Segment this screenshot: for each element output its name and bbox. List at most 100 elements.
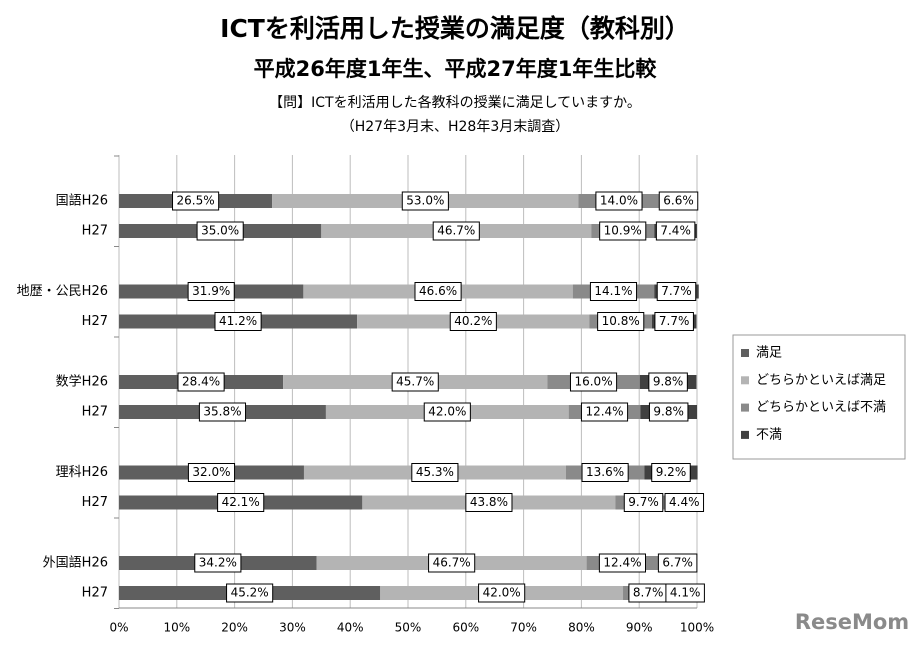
data-label-box: [226, 583, 274, 603]
x-tick-label: 40%: [337, 621, 364, 635]
data-label-box: [580, 402, 629, 422]
data-label-box: [654, 312, 694, 331]
x-tick-label: 20%: [221, 621, 248, 635]
data-label: 6.7%: [662, 556, 693, 570]
data-label-box: [465, 493, 513, 512]
data-label-box: [623, 493, 664, 512]
data-label: 45.7%: [396, 375, 434, 389]
y-tick-label: 国語H26: [56, 193, 108, 209]
data-label: 42.0%: [428, 405, 466, 419]
x-tick-label: 70%: [510, 621, 537, 635]
data-label: 45.3%: [416, 465, 454, 479]
data-label: 14.0%: [600, 194, 638, 208]
y-tick-label: 外国語H26: [43, 555, 108, 571]
question: 【問】ICTを利活用した各教科の授業に満足していますか。: [269, 95, 641, 111]
x-tick-label: 0%: [109, 621, 128, 635]
data-label: 4.1%: [670, 586, 701, 600]
data-label: 40.2%: [454, 314, 492, 328]
y-tick-label: H27: [82, 314, 108, 329]
watermark: ReseMom: [795, 610, 909, 634]
data-label: 9.7%: [628, 495, 659, 509]
legend-swatch: [741, 376, 749, 385]
data-label: 16.0%: [574, 375, 612, 389]
data-label-box: [414, 282, 462, 301]
data-label: 53.0%: [406, 194, 444, 208]
data-label-box: [478, 583, 526, 603]
legend-swatch: [741, 349, 749, 357]
data-label-box: [214, 312, 262, 331]
data-label: 7.7%: [659, 314, 690, 328]
legend-label: 満足: [756, 346, 782, 361]
data-label: 35.8%: [203, 405, 241, 419]
legend-swatch: [741, 430, 749, 439]
data-label: 26.5%: [177, 194, 215, 208]
data-label: 9.8%: [653, 375, 684, 389]
x-tick-label: 30%: [279, 621, 306, 635]
data-label: 42.0%: [483, 586, 521, 600]
data-label: 14.1%: [594, 284, 632, 298]
x-tick-label: 60%: [452, 621, 479, 635]
y-tick-label: H27: [82, 224, 108, 239]
y-tick-label: 地歴・公民H26: [17, 284, 108, 299]
data-label: 13.6%: [586, 465, 624, 479]
data-label: 31.9%: [192, 284, 230, 298]
y-tick-label: H27: [82, 495, 108, 510]
data-label: 8.7%: [633, 586, 664, 600]
data-label-box: [194, 553, 242, 573]
data-label-box: [597, 312, 645, 331]
data-label-box: [432, 221, 480, 241]
data-label: 34.2%: [199, 556, 237, 570]
data-label: 10.8%: [602, 314, 640, 328]
note: （H27年3月末、H28年3月末調査）: [341, 119, 570, 135]
data-label-box: [187, 282, 235, 301]
data-label: 42.1%: [222, 495, 260, 509]
data-label-box: [658, 191, 699, 211]
data-label: 12.4%: [585, 405, 623, 419]
x-tick-label: 10%: [163, 621, 190, 635]
data-label: 4.4%: [669, 495, 700, 509]
data-label: 46.7%: [433, 556, 471, 570]
data-label-box: [423, 402, 471, 422]
data-label-box: [411, 463, 459, 482]
legend-label: どちらかといえば不満: [756, 400, 886, 415]
data-label-box: [595, 191, 643, 211]
data-label: 46.6%: [419, 284, 457, 298]
legend-swatch: [741, 403, 749, 412]
data-label: 45.2%: [231, 586, 269, 600]
data-label: 35.0%: [201, 224, 239, 238]
chart-title: ICTを利活用した授業の満足度（教科別）: [220, 14, 690, 43]
data-label: 28.4%: [182, 375, 220, 389]
data-label: 7.4%: [660, 224, 691, 238]
legend-label: どちらかといえば満足: [756, 373, 886, 388]
data-label-box: [657, 553, 698, 573]
chart-subtitle: 平成26年度1年生、平成27年度1年生比較: [254, 57, 658, 81]
data-label-box: [391, 372, 439, 392]
data-label-box: [599, 221, 647, 241]
data-label-box: [177, 372, 225, 392]
data-label: 9.2%: [656, 465, 687, 479]
data-label: 9.8%: [653, 405, 684, 419]
data-label: 43.8%: [470, 495, 508, 509]
data-label-box: [651, 463, 691, 482]
legend-label: 不満: [756, 427, 782, 442]
data-label-box: [581, 463, 629, 482]
data-label: 6.6%: [663, 194, 694, 208]
data-label-box: [198, 402, 247, 422]
data-label-box: [656, 282, 697, 301]
y-tick-label: 理科H26: [56, 465, 108, 480]
data-label: 10.9%: [604, 224, 642, 238]
data-label-box: [187, 463, 236, 482]
data-label-box: [664, 493, 705, 512]
x-tick-label: 90%: [626, 621, 653, 635]
data-label-box: [172, 191, 220, 211]
data-label-box: [648, 402, 689, 422]
data-label-box: [569, 372, 618, 392]
data-label-box: [665, 583, 705, 603]
y-tick-label: H27: [82, 586, 108, 601]
x-tick-label: 50%: [395, 621, 422, 635]
data-label: 41.2%: [219, 314, 257, 328]
legend-box: [732, 334, 906, 460]
data-label-box: [196, 221, 244, 241]
